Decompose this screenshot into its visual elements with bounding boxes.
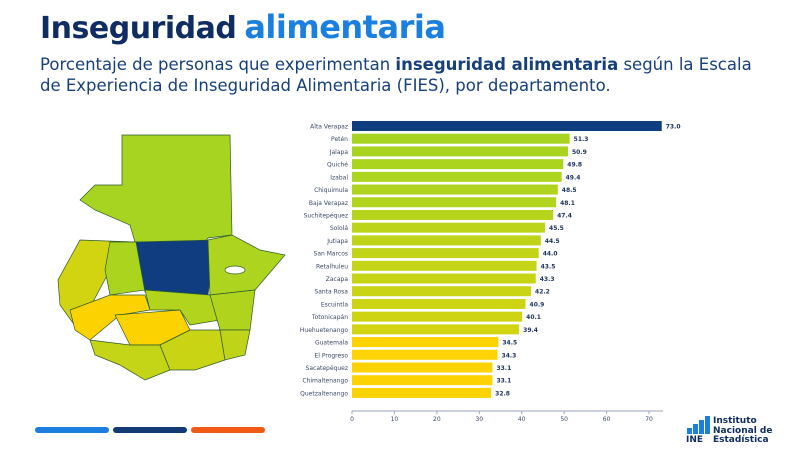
subtitle-pre: Porcentaje de personas que experimentan <box>40 55 396 74</box>
value-label: 47.4 <box>557 212 572 219</box>
category-label: Chiquimula <box>314 187 348 194</box>
value-label: 33.1 <box>496 365 511 372</box>
value-label: 50.9 <box>572 149 587 156</box>
category-label: Jalapa <box>329 149 349 156</box>
value-label: 40.9 <box>530 301 545 308</box>
bar <box>352 235 541 246</box>
category-label: Escuintla <box>321 301 349 308</box>
x-tick-label: 20 <box>433 416 441 423</box>
category-label: Quetzaltenango <box>300 390 348 397</box>
category-label: Baja Verapaz <box>309 200 348 207</box>
value-label: 44.0 <box>543 251 558 258</box>
category-label: Jutiapa <box>326 238 348 245</box>
title-part1: Inseguridad <box>40 11 237 46</box>
decor-line-dark <box>113 427 187 433</box>
bar <box>352 286 532 297</box>
category-label: Suchitepéquez <box>304 212 348 219</box>
page-title: Inseguridad alimentaria <box>40 8 446 46</box>
decor-line-blue <box>35 427 109 433</box>
x-tick-label: 0 <box>350 416 354 423</box>
value-label: 40.1 <box>526 314 541 321</box>
category-label: Izabal <box>330 174 348 181</box>
bar <box>352 133 570 144</box>
bar <box>352 375 493 386</box>
bar <box>352 184 558 195</box>
value-label: 48.1 <box>560 200 575 207</box>
bar <box>352 260 537 271</box>
bar <box>352 349 498 360</box>
subtitle-post: según la Escala de Experiencia de Insegu… <box>40 55 752 95</box>
value-label: 45.5 <box>549 225 564 232</box>
category-label: Sacatepéquez <box>306 365 348 372</box>
bar <box>352 197 557 208</box>
logo-line3: Estadística <box>713 435 769 445</box>
value-label: 32.8 <box>495 390 510 397</box>
category-label: Sololá <box>330 225 348 232</box>
ine-logo-icon: INE <box>686 416 710 443</box>
bar <box>352 222 546 233</box>
bar <box>352 121 662 131</box>
logo-text: Instituto Nacional de Estadística <box>713 416 773 446</box>
category-label: Huehuetenango <box>300 327 348 334</box>
bar <box>352 248 539 259</box>
bar <box>352 273 536 284</box>
bar <box>352 159 564 170</box>
value-label: 48.5 <box>562 187 577 194</box>
category-label: Totonicapán <box>311 314 348 321</box>
value-label: 49.4 <box>566 174 581 181</box>
logo-line2: Nacional de <box>713 425 773 436</box>
decor-line-orange <box>191 427 265 433</box>
bar <box>352 171 562 182</box>
logo-line1: Instituto <box>713 416 757 426</box>
value-label: 34.5 <box>502 340 517 347</box>
value-label: 42.2 <box>535 289 550 296</box>
bar <box>352 337 499 348</box>
bar <box>352 298 526 309</box>
subtitle: Porcentaje de personas que experimentan … <box>40 54 760 96</box>
logo-mark: INE <box>686 435 703 443</box>
category-label: Guatemala <box>315 340 348 347</box>
x-tick-label: 30 <box>475 416 483 423</box>
category-label: Alta Verapaz <box>310 124 348 131</box>
category-label: Retalhuleu <box>316 263 348 270</box>
bar <box>352 362 493 373</box>
value-label: 34.3 <box>502 352 517 359</box>
guatemala-map <box>57 134 286 381</box>
category-label: Santa Rosa <box>314 289 348 296</box>
value-label: 44.5 <box>545 238 560 245</box>
x-tick-label: 40 <box>518 416 526 423</box>
value-label: 33.1 <box>496 378 511 385</box>
value-label: 43.5 <box>541 263 556 270</box>
bar <box>352 324 520 335</box>
value-label: 73.0 <box>666 124 681 131</box>
category-label: Quiché <box>327 162 348 169</box>
bar <box>352 209 554 220</box>
category-label: San Marcos <box>314 251 348 258</box>
x-tick-label: 10 <box>391 416 399 423</box>
category-label: Zacapa <box>326 276 349 283</box>
category-label: Petén <box>331 136 348 143</box>
subtitle-bold: inseguridad alimentaria <box>395 55 619 74</box>
bar <box>352 311 523 322</box>
bar <box>352 146 568 157</box>
category-label: Chimaltenango <box>302 378 348 385</box>
category-label: El Progreso <box>314 352 348 359</box>
value-label: 51.3 <box>574 136 589 143</box>
bar <box>352 387 492 398</box>
x-tick-label: 70 <box>645 416 653 423</box>
title-part2: alimentaria <box>244 8 446 46</box>
value-label: 49.8 <box>567 162 582 169</box>
x-tick-label: 60 <box>603 416 611 423</box>
value-label: 39.4 <box>523 327 538 334</box>
value-label: 43.3 <box>540 276 555 283</box>
x-tick-label: 50 <box>560 416 568 423</box>
